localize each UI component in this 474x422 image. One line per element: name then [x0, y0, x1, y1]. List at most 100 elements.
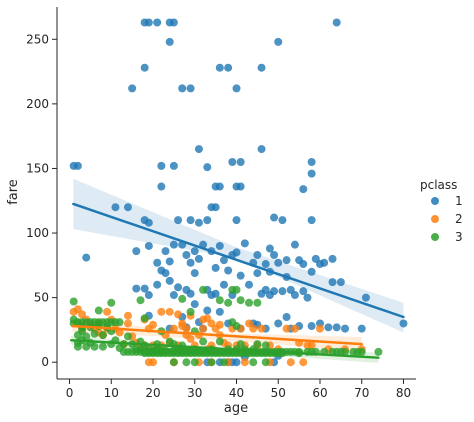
data-point-class-1 — [265, 244, 274, 253]
data-point-class-2 — [315, 324, 324, 333]
data-point-class-1 — [144, 218, 153, 227]
data-point-class-1 — [307, 267, 316, 276]
fit-line-class-3 — [70, 339, 380, 359]
data-point-class-2 — [157, 307, 166, 316]
data-point-class-3 — [199, 337, 208, 346]
x-tick-label: 40 — [229, 386, 244, 400]
data-point-class-1 — [132, 247, 141, 256]
data-point-class-3 — [341, 347, 350, 356]
data-point-class-1 — [111, 203, 120, 212]
data-point-class-1 — [169, 291, 178, 300]
x-axis-label: age — [224, 401, 248, 416]
data-point-class-1 — [219, 256, 228, 265]
data-point-class-1 — [144, 291, 153, 300]
data-point-class-2 — [286, 358, 295, 367]
data-point-class-1 — [236, 182, 245, 191]
x-tick-label: 60 — [312, 386, 327, 400]
x-tick-label: 70 — [354, 386, 369, 400]
data-point-class-1 — [211, 263, 220, 272]
data-point-class-1 — [299, 260, 308, 269]
data-point-class-1 — [215, 307, 224, 316]
data-point-class-2 — [165, 307, 174, 316]
data-point-class-3 — [215, 296, 224, 305]
data-point-class-1 — [270, 213, 279, 222]
data-point-class-3 — [357, 347, 366, 356]
data-point-class-3 — [169, 358, 178, 367]
data-point-class-3 — [374, 347, 383, 356]
data-point-class-3 — [219, 358, 228, 367]
data-point-class-1 — [153, 18, 162, 27]
data-point-class-1 — [153, 280, 162, 289]
regression-lines — [70, 202, 405, 359]
data-point-class-3 — [207, 358, 216, 367]
data-point-class-3 — [90, 329, 99, 338]
data-point-class-1 — [190, 300, 199, 309]
data-point-class-1 — [132, 284, 141, 293]
data-point-class-1 — [324, 323, 333, 332]
data-point-class-1 — [73, 161, 82, 170]
x-tick-label: 80 — [396, 386, 411, 400]
data-point-class-2 — [299, 358, 308, 367]
data-point-class-1 — [341, 324, 350, 333]
data-point-class-1 — [140, 284, 149, 293]
data-point-class-1 — [144, 241, 153, 250]
data-point-class-1 — [211, 203, 220, 212]
data-point-class-1 — [265, 291, 274, 300]
data-point-class-1 — [178, 84, 187, 93]
x-tick-label: 0 — [66, 386, 74, 400]
data-point-class-1 — [307, 169, 316, 178]
data-point-class-1 — [165, 257, 174, 266]
data-point-class-1 — [157, 161, 166, 170]
data-point-class-2 — [123, 311, 132, 320]
legend-marker-class-2 — [431, 215, 439, 223]
x-tick-label: 30 — [187, 386, 202, 400]
data-point-class-1 — [228, 158, 237, 166]
data-point-class-3 — [224, 298, 233, 307]
data-point-class-1 — [261, 260, 270, 269]
data-point-class-3 — [199, 285, 208, 294]
data-point-class-1 — [128, 84, 137, 93]
x-tick-label: 20 — [145, 386, 160, 400]
data-point-class-1 — [169, 18, 178, 27]
data-point-class-1 — [232, 216, 241, 225]
data-point-class-3 — [140, 314, 149, 323]
data-point-class-1 — [224, 266, 233, 275]
data-point-class-1 — [182, 251, 191, 259]
data-point-class-1 — [165, 276, 174, 285]
data-point-class-2 — [290, 324, 299, 333]
data-point-class-1 — [236, 158, 245, 166]
data-point-class-3 — [98, 331, 107, 340]
data-point-class-1 — [232, 84, 241, 93]
data-point-class-3 — [190, 358, 199, 367]
data-point-class-1 — [307, 216, 316, 225]
x-tick-label: 10 — [104, 386, 119, 400]
scatter-points — [69, 18, 408, 367]
data-point-class-1 — [144, 18, 153, 27]
legend-marker-class-3 — [431, 233, 439, 241]
data-point-class-1 — [194, 254, 203, 263]
data-point-class-1 — [215, 63, 224, 72]
data-point-class-3 — [94, 306, 103, 315]
data-point-class-1 — [165, 37, 174, 46]
data-point-class-1 — [282, 256, 291, 265]
data-point-class-2 — [282, 324, 291, 333]
data-point-class-1 — [315, 260, 324, 269]
data-point-class-1 — [186, 258, 195, 267]
data-point-class-2 — [215, 320, 224, 329]
data-point-class-3 — [236, 296, 245, 305]
data-point-class-3 — [82, 332, 91, 341]
data-point-class-3 — [245, 298, 254, 307]
data-point-class-3 — [253, 340, 262, 349]
data-point-class-1 — [186, 216, 195, 225]
data-point-class-1 — [282, 313, 291, 321]
data-point-class-2 — [103, 307, 112, 316]
data-point-class-2 — [199, 324, 208, 333]
data-point-class-2 — [169, 324, 178, 333]
data-point-class-3 — [232, 285, 241, 294]
data-point-class-1 — [307, 322, 316, 331]
data-point-class-1 — [157, 182, 166, 191]
data-point-class-1 — [215, 182, 224, 191]
data-point-class-1 — [123, 203, 132, 212]
data-point-class-1 — [332, 18, 341, 27]
data-point-class-1 — [278, 216, 287, 225]
